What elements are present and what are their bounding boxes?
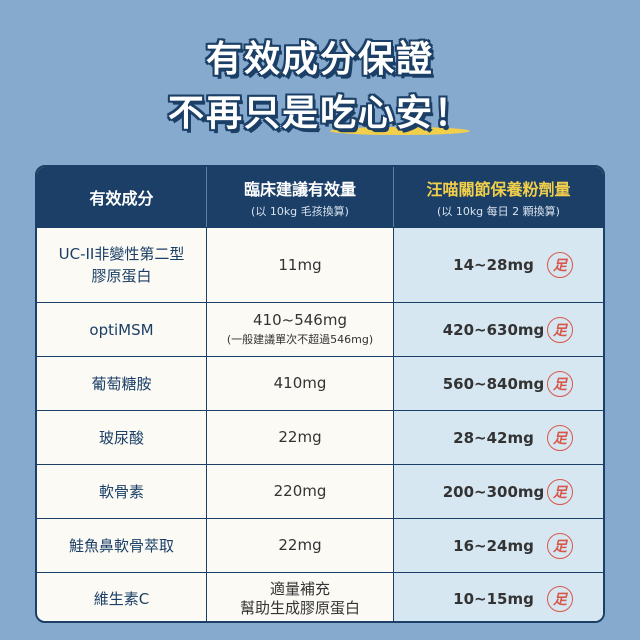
table-row: 鮭魚鼻軟骨萃取 22mg 16~24mg 足 xyxy=(37,518,603,572)
product-dose: 200~300mg xyxy=(442,482,545,501)
comparison-table: 有效成分 臨床建議有效量 (以 10kg 毛孩換算) 汪喵關節保養粉劑量 (以 10… xyxy=(35,165,605,623)
product-dose: 16~24mg xyxy=(453,536,534,555)
table-row: UC-II非變性第二型 膠原蛋白 11mg 14~28mg 足 xyxy=(37,227,603,302)
product-dose: 14~28mg xyxy=(453,256,534,274)
table-row: optiMSM 410~546mg (一般建議單次不超過546mg) 420~63… xyxy=(37,302,603,356)
table-row: 軟骨素 220mg 200~300mg 足 xyxy=(37,464,603,518)
sufficient-stamp-icon: 足 xyxy=(547,586,573,612)
sufficient-stamp-icon: 足 xyxy=(547,478,573,505)
clinical-note: (一般建議單次不超過546mg) xyxy=(226,332,374,346)
header-clinical-sub: (以 10kg 毛孩換算) xyxy=(251,204,349,218)
table-header: 有效成分 臨床建議有效量 (以 10kg 毛孩換算) 汪喵關節保養粉劑量 (以 10… xyxy=(37,167,603,227)
ingredient-name: 玻尿酸 xyxy=(98,428,144,447)
ingredient-name-2: 膠原蛋白 xyxy=(91,267,152,285)
clinical-amount: 22mg xyxy=(278,428,322,446)
header-clinical: 臨床建議有效量 xyxy=(243,179,356,199)
clinical-note: 幫助生成膠原蛋白 xyxy=(239,599,360,617)
clinical-amount: 220mg xyxy=(273,482,327,500)
sufficient-stamp-icon: 足 xyxy=(547,424,573,451)
product-dose: 10~15mg xyxy=(453,590,534,608)
headline-line1: 有效成分保證 xyxy=(205,39,434,80)
sufficient-stamp-icon: 足 xyxy=(547,252,573,278)
clinical-amount: 11mg xyxy=(278,255,322,274)
headline-line2: 不再只是吃心安！ xyxy=(167,93,472,134)
ingredient-name: 鮭魚鼻軟骨萃取 xyxy=(68,536,174,555)
sufficient-stamp-icon: 足 xyxy=(547,316,573,343)
ingredient-name: 葡萄糖胺 xyxy=(91,374,152,393)
ingredient-name: 軟骨素 xyxy=(98,482,144,501)
table-row: 維生素C 適量補充 幫助生成膠原蛋白 10~15mg 足 xyxy=(37,572,603,621)
product-dose: 560~840mg xyxy=(442,374,545,393)
product-dose: 28~42mg xyxy=(453,428,534,447)
clinical-amount: 適量補充 xyxy=(269,580,330,598)
ingredient-name: optiMSM xyxy=(89,320,154,339)
table-row: 玻尿酸 22mg 28~42mg 足 xyxy=(37,410,603,464)
clinical-amount: 410mg xyxy=(273,374,327,392)
table-row: 葡萄糖胺 410mg 560~840mg 足 xyxy=(37,356,603,410)
sufficient-stamp-icon: 足 xyxy=(547,532,573,559)
ingredient-name: UC-II非變性第二型 xyxy=(58,245,185,263)
ingredient-name: 維生素C xyxy=(93,590,150,608)
headline-underline xyxy=(330,127,470,135)
header-dose: 汪喵關節保養粉劑量 xyxy=(426,179,571,199)
sufficient-stamp-icon: 足 xyxy=(547,370,573,397)
header-ingredient: 有效成分 xyxy=(89,189,154,208)
header-dose-sub: (以 10kg 每日 2 顆換算) xyxy=(437,204,560,218)
clinical-amount: 410~546mg xyxy=(253,310,347,329)
product-dose: 420~630mg xyxy=(442,320,545,339)
clinical-amount: 22mg xyxy=(278,536,322,554)
